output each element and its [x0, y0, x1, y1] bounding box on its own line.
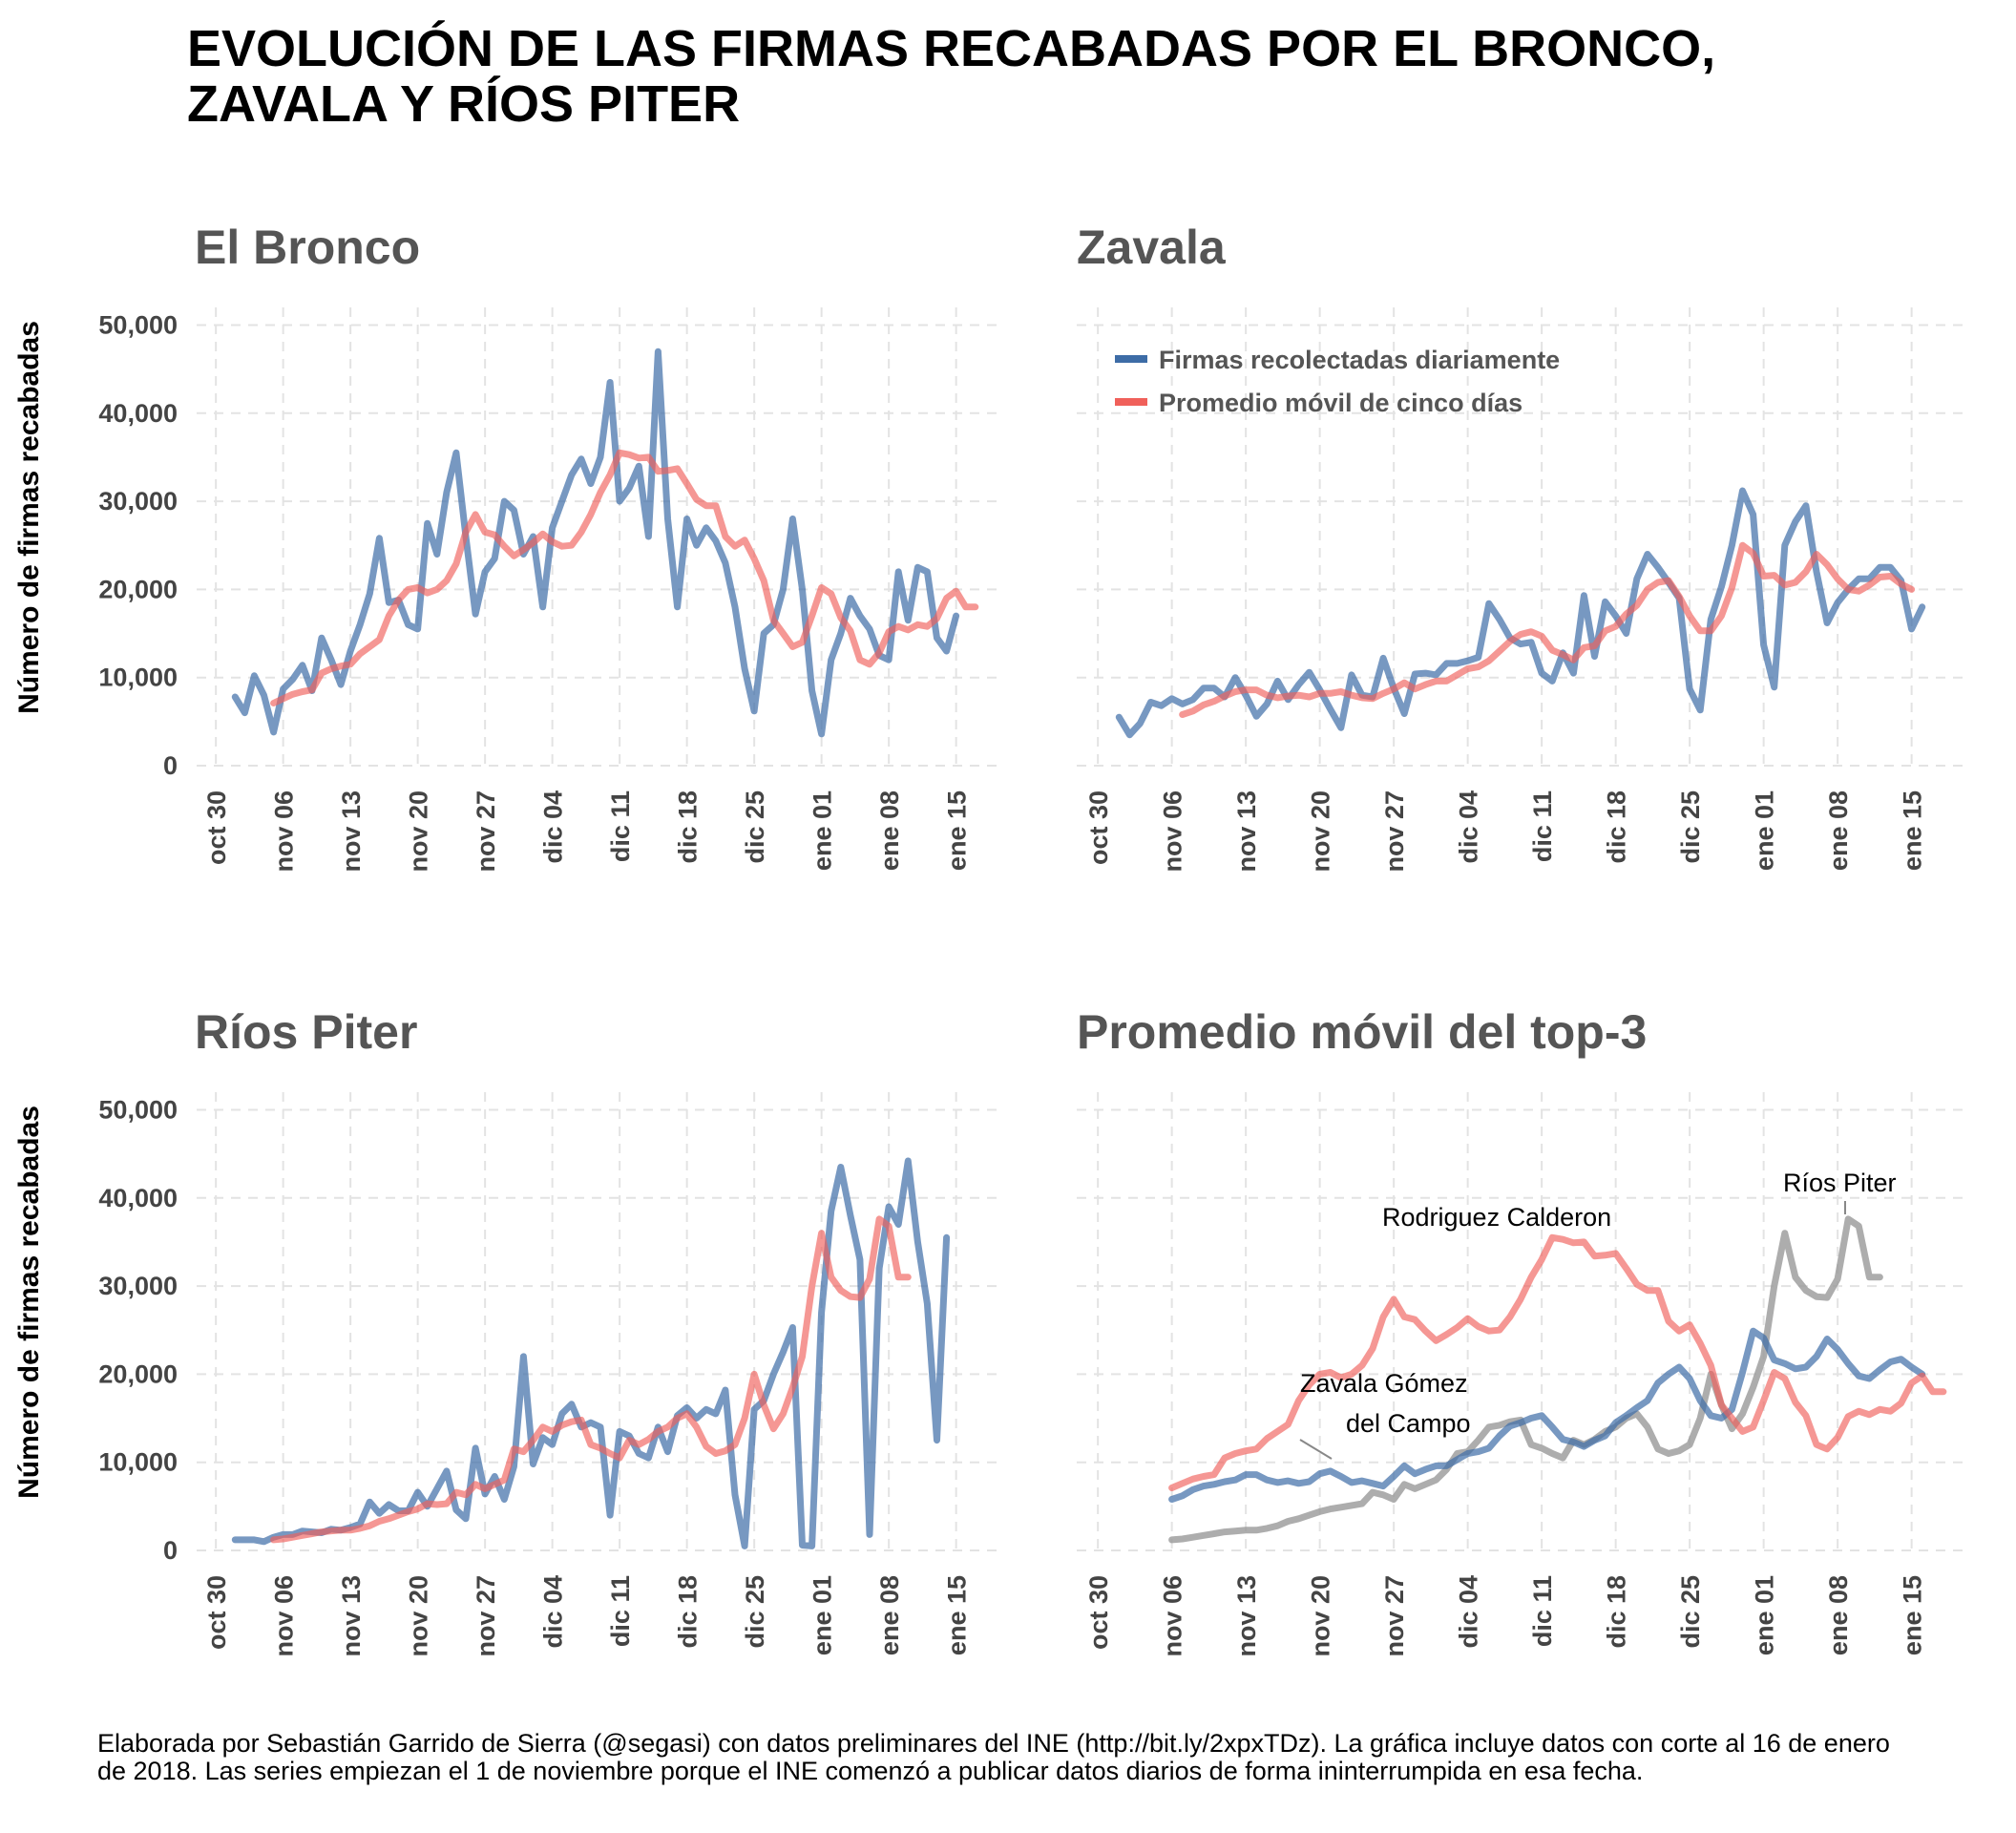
x-tick-label: dic 04: [1455, 790, 1483, 864]
x-tick-label: dic 25: [741, 1575, 769, 1649]
annotation-label: Zavala Gómez: [1300, 1369, 1468, 1398]
y-tick-label: 20,000: [98, 575, 178, 603]
page-title: EVOLUCIÓN DE LAS FIRMAS RECABADAS POR EL…: [187, 21, 1963, 132]
y-tick-label: 50,000: [98, 1095, 178, 1124]
y-tick-label: 10,000: [98, 664, 178, 692]
caption: Elaborada por Sebastián Garrido de Sierr…: [97, 1729, 1890, 1785]
x-tick-label: oct 30: [1084, 1575, 1113, 1650]
panel-promedio-top3: Promedio móvil del top-3 oct 30 nov 06 nov …: [1077, 1005, 1964, 1657]
x-tick-label: ene 08: [875, 790, 904, 871]
x-tick-label: ene 01: [808, 1575, 837, 1655]
y-tick-label: 10,000: [98, 1448, 178, 1477]
x-tick-label: dic 04: [539, 790, 568, 864]
panel-zavala: Zavala oct 30 nov 06 nov 13 nov 20 nov 27 dic …: [1077, 221, 1964, 873]
x-tick-label: dic 11: [1528, 790, 1557, 862]
x-tick-label: nov 13: [1232, 1575, 1261, 1657]
x-tick-label: oct 30: [1084, 790, 1113, 865]
x-tick-label: nov 06: [270, 1575, 299, 1657]
x-tick-label: nov 27: [472, 790, 500, 873]
x-tick-label: ene 01: [1751, 1575, 1779, 1655]
y-tick-label: 0: [163, 751, 178, 780]
x-tick-label: nov 20: [405, 1575, 433, 1657]
x-tick-label: nov 06: [1159, 790, 1187, 873]
y-axis-label: Número de firmas recabadas: [13, 1106, 45, 1499]
annotation-leader-zavala: [1299, 1439, 1333, 1460]
series-line-daily: [231, 1157, 951, 1549]
series-line-r-os-piter: [1168, 1215, 1883, 1544]
y-tick-label: 20,000: [98, 1359, 178, 1388]
x-tick-label: dic 18: [1603, 1575, 1631, 1649]
panel-title: Ríos Piter: [195, 1005, 417, 1059]
y-tick-label: 40,000: [98, 399, 178, 428]
y-tick-label: 30,000: [98, 487, 178, 516]
series-line-zavala-g-mez-del-campo: [1168, 1327, 1926, 1503]
x-tick-label: ene 15: [943, 790, 972, 871]
x-tick-label: nov 20: [1307, 790, 1335, 873]
x-tick-label: nov 06: [1159, 1575, 1187, 1657]
series-line-daily: [231, 348, 960, 738]
page-title-line-2: ZAVALA Y RÍOS PITER: [187, 75, 741, 133]
x-tick-label: dic 11: [606, 790, 635, 862]
x-tick-label: ene 15: [1899, 1575, 1927, 1655]
x-tick-label: ene 08: [1824, 1575, 1853, 1655]
x-tick-label: nov 13: [1232, 790, 1261, 873]
series-line-moving_avg: [1179, 541, 1916, 718]
x-tick-label: nov 20: [405, 790, 433, 873]
panel-title: El Bronco: [195, 221, 420, 274]
annotation-label: del Campo: [1346, 1409, 1471, 1438]
x-tick-label: nov 06: [270, 790, 299, 873]
legend-label-moving-avg: Promedio móvil de cinco días: [1159, 389, 1522, 417]
x-tick-label: nov 27: [1380, 1575, 1409, 1657]
x-tick-label: dic 18: [1603, 790, 1631, 864]
panel-title: Zavala: [1077, 221, 1227, 274]
x-tick-label: dic 25: [1676, 790, 1705, 864]
series-line-moving_avg: [270, 1215, 912, 1544]
page-title-line-1: EVOLUCIÓN DE LAS FIRMAS RECABADAS POR EL…: [187, 20, 1716, 77]
series-line-rodriguez-calderon: [1168, 1233, 1947, 1491]
series-line-daily: [1115, 487, 1926, 739]
x-tick-label: ene 01: [808, 790, 837, 871]
x-tick-label: dic 18: [674, 1575, 703, 1649]
y-tick-label: 40,000: [98, 1184, 178, 1212]
x-tick-label: dic 25: [1676, 1575, 1705, 1649]
series-line-moving_avg: [270, 449, 979, 706]
x-tick-label: dic 18: [674, 790, 703, 864]
panel-title: Promedio móvil del top-3: [1077, 1005, 1647, 1059]
x-tick-label: ene 15: [943, 1575, 972, 1655]
x-tick-label: ene 15: [1899, 790, 1927, 871]
x-tick-label: dic 04: [1455, 1575, 1483, 1649]
x-tick-label: nov 13: [337, 790, 366, 873]
x-tick-label: nov 27: [472, 1575, 500, 1657]
x-tick-label: ene 08: [875, 1575, 904, 1655]
y-axis-label: Número de firmas recabadas: [13, 321, 45, 714]
x-tick-label: ene 08: [1824, 790, 1853, 871]
panel-el-bronco: El Bronco 0 10,000 20,000 30,000 40,000 50,000…: [13, 221, 1004, 873]
x-tick-label: dic 11: [606, 1575, 635, 1647]
x-tick-label: dic 04: [539, 1575, 568, 1649]
y-tick-label: 30,000: [98, 1272, 178, 1300]
x-tick-label: dic 25: [741, 790, 769, 864]
x-tick-label: nov 20: [1307, 1575, 1335, 1657]
annotation-label: Rodriguez Calderon: [1382, 1203, 1611, 1232]
annotation-label: Ríos Piter: [1783, 1169, 1897, 1197]
legend-label-daily: Firmas recolectadas diariamente: [1159, 346, 1560, 374]
panel-rios-piter: Ríos Piter 0 10,000 20,000 30,000 40,000 50,00…: [13, 1005, 1004, 1657]
y-tick-label: 0: [163, 1536, 178, 1565]
x-tick-label: nov 27: [1380, 790, 1409, 873]
x-tick-label: ene 01: [1751, 790, 1779, 871]
x-tick-label: oct 30: [202, 1575, 231, 1650]
x-tick-label: oct 30: [202, 790, 231, 865]
x-tick-label: nov 13: [337, 1575, 366, 1657]
x-tick-label: dic 11: [1528, 1575, 1557, 1647]
y-tick-label: 50,000: [98, 310, 178, 339]
